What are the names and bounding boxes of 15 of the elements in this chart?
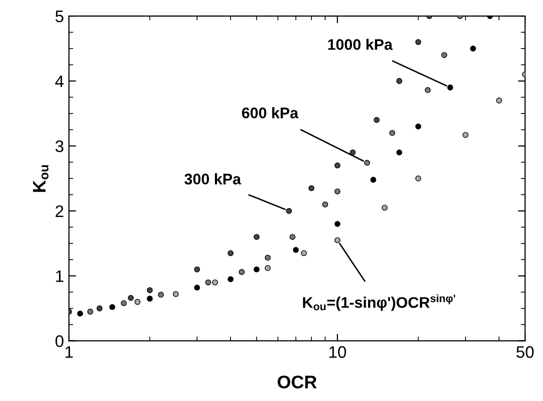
y-axis-title: K$_{ou}$	[33, 165, 48, 192]
y-tick-label: 1	[56, 270, 64, 282]
y-tick-label: 2	[56, 205, 64, 217]
x-axis-title: OCR	[278, 376, 317, 388]
y-tick-label: 3	[55, 140, 64, 152]
x-tick-label: 1	[66, 346, 73, 358]
y-tick-label: 0	[55, 335, 64, 348]
x-tick-label: 10	[329, 346, 346, 358]
annotation: K$_{ou}$=(1-sinφ')OCR$^{sinφ'}$	[303, 294, 456, 311]
annotation: 300 kPa	[184, 173, 242, 184]
annotation: 600 kPa	[242, 107, 298, 118]
x-tick-label: 50	[516, 346, 534, 358]
y-tick-label: 5	[56, 10, 64, 22]
annotation: 1000 kPa	[328, 38, 393, 50]
y-tick-label: 4	[55, 76, 64, 88]
